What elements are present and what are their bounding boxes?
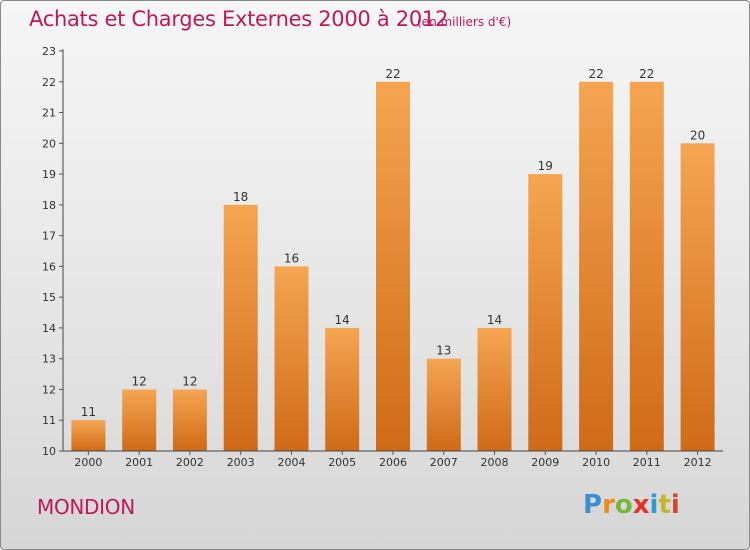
logo-letter: P xyxy=(583,490,603,520)
y-tick-label-18: 18 xyxy=(42,199,56,212)
chart-title: Achats et Charges Externes 2000 à 2012 xyxy=(29,7,449,31)
x-tick-label-2011: 2011 xyxy=(633,456,661,469)
logo-letter: t xyxy=(658,490,671,520)
y-tick-label-23: 23 xyxy=(42,45,56,58)
bar-2010 xyxy=(579,81,614,452)
bar-2012 xyxy=(680,143,715,452)
value-label-2012: 20 xyxy=(690,128,705,142)
value-label-2010: 22 xyxy=(588,67,603,81)
x-tick-label-2008: 2008 xyxy=(481,456,509,469)
y-tick-label-14: 14 xyxy=(42,322,56,335)
logo-letter: x xyxy=(632,490,650,520)
x-tick-label-2009: 2009 xyxy=(531,456,559,469)
x-tick-label-2001: 2001 xyxy=(125,456,153,469)
value-label-2007: 13 xyxy=(436,344,451,358)
bar-2008 xyxy=(477,327,512,451)
logo-letter: i xyxy=(649,490,659,520)
bar-2000 xyxy=(71,420,106,451)
y-tick-label-20: 20 xyxy=(42,137,56,150)
bar-2006 xyxy=(376,81,410,452)
y-tick-label-22: 22 xyxy=(42,76,56,89)
value-label-2003: 18 xyxy=(233,190,248,204)
y-tick-label-16: 16 xyxy=(42,260,56,273)
y-tick-label-15: 15 xyxy=(42,291,56,304)
town-name: MONDION xyxy=(37,495,135,519)
y-tick-label-17: 17 xyxy=(42,230,56,243)
value-label-2000: 11 xyxy=(81,405,96,419)
x-tick-label-2003: 2003 xyxy=(227,456,255,469)
value-label-2011: 22 xyxy=(639,67,654,81)
bar-2004 xyxy=(274,266,309,451)
bar-2009 xyxy=(528,174,563,451)
bar-2011 xyxy=(629,81,664,452)
bar-2007 xyxy=(426,358,461,451)
x-tick-label-2002: 2002 xyxy=(176,456,204,469)
value-label-2008: 14 xyxy=(487,313,502,327)
logo-letter: o xyxy=(614,490,633,520)
bar-2001 xyxy=(122,389,157,451)
x-tick-label-2005: 2005 xyxy=(328,456,356,469)
x-tick-label-2007: 2007 xyxy=(430,456,458,469)
proxiti-logo: Proxiti xyxy=(583,490,680,520)
y-tick-label-12: 12 xyxy=(42,384,56,397)
x-tick-label-2006: 2006 xyxy=(379,456,407,469)
value-label-2004: 16 xyxy=(284,251,299,265)
value-label-2006: 22 xyxy=(385,67,400,81)
y-tick-label-21: 21 xyxy=(42,107,56,120)
logo-letter: r xyxy=(602,490,615,520)
x-tick-label-2012: 2012 xyxy=(684,456,712,469)
bar-2003 xyxy=(223,204,258,451)
y-tick-label-19: 19 xyxy=(42,168,56,181)
y-tick-label-10: 10 xyxy=(42,445,56,458)
x-tick-label-2000: 2000 xyxy=(74,456,102,469)
value-label-2001: 12 xyxy=(132,375,147,389)
value-label-2009: 19 xyxy=(538,159,553,173)
value-label-2002: 12 xyxy=(182,375,197,389)
y-tick-label-11: 11 xyxy=(42,414,56,427)
x-tick-label-2010: 2010 xyxy=(582,456,610,469)
x-tick-label-2004: 2004 xyxy=(278,456,306,469)
y-tick-label-13: 13 xyxy=(42,353,56,366)
bar-2002 xyxy=(172,389,207,451)
value-label-2005: 14 xyxy=(335,313,350,327)
chart-unit-label: (en milliers d'€) xyxy=(417,15,512,29)
bar-2005 xyxy=(325,327,360,451)
logo-letter: i xyxy=(670,490,680,520)
